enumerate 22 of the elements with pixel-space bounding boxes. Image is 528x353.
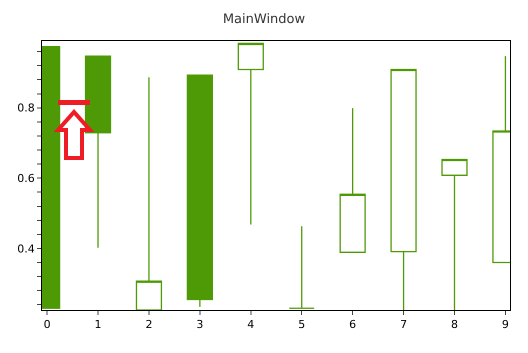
x-tick-label: 7: [400, 318, 408, 332]
candlestick: [441, 158, 468, 310]
candlestick: [84, 55, 112, 248]
x-tick-label: 9: [502, 318, 509, 332]
x-tick-label: 4: [247, 318, 254, 332]
y-tick-label: 0.8: [17, 102, 35, 115]
x-tick-label: 1: [94, 318, 102, 332]
x-tick-label: 3: [196, 318, 204, 332]
y-tick-label: 0.6: [17, 172, 35, 185]
x-tick-label: 2: [145, 318, 152, 332]
candlestick: [390, 68, 417, 310]
candlestick: [340, 108, 366, 253]
candlestick: [238, 42, 264, 226]
candlestick: [288, 226, 315, 309]
chart-title: MainWindow: [222, 12, 306, 28]
candlestick: [136, 76, 162, 310]
x-tick-label: 0: [44, 318, 51, 332]
candlestick: [186, 74, 213, 308]
y-tick-label: 0.4: [17, 242, 35, 256]
x-tick-label: 8: [450, 318, 458, 332]
x-tick-label: 6: [349, 318, 356, 332]
x-tick-label: 5: [298, 318, 306, 332]
